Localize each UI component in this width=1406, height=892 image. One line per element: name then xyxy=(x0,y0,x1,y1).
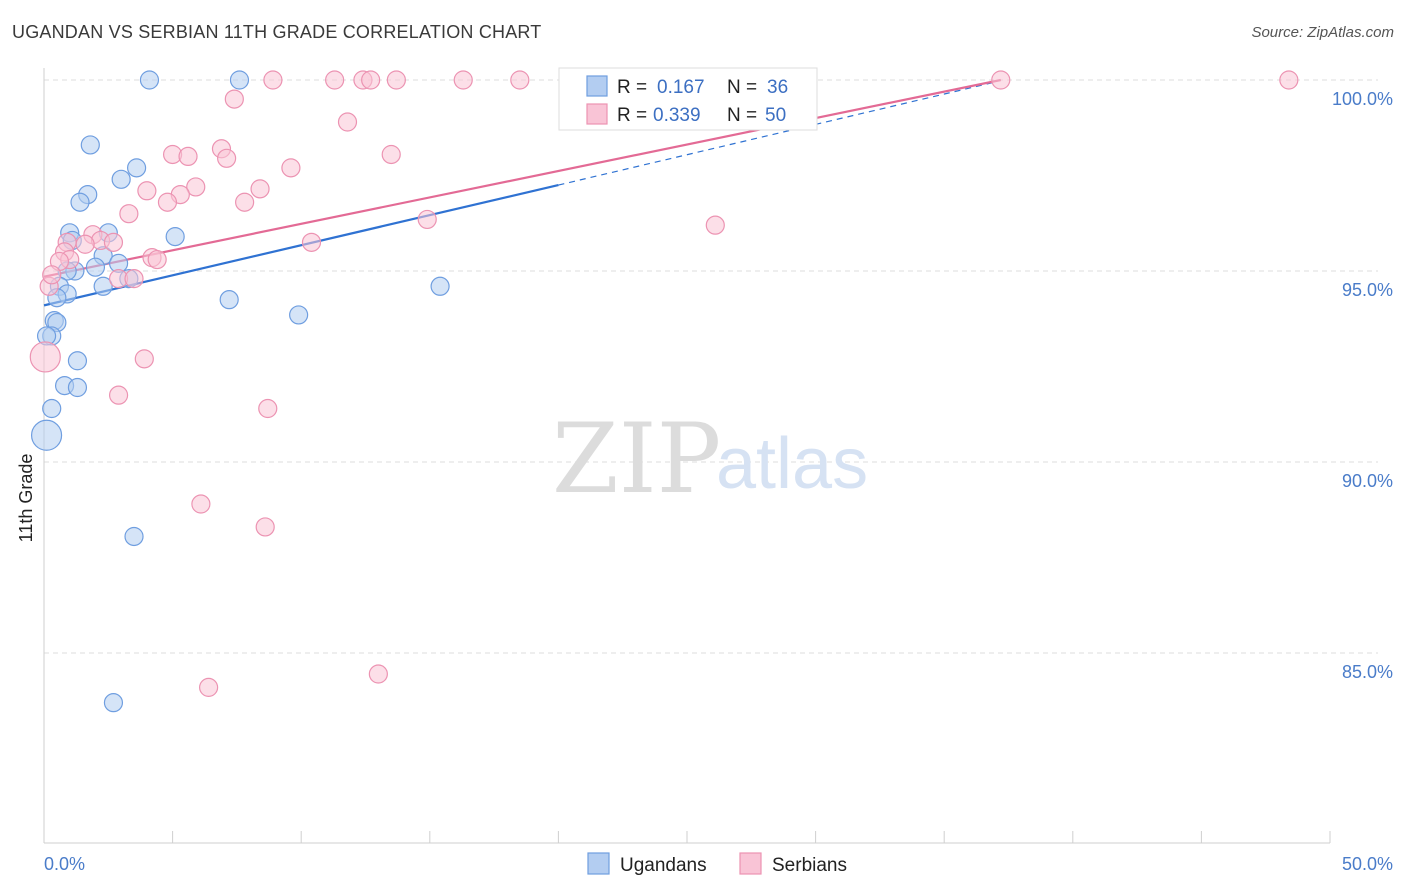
point-serbians xyxy=(337,112,358,132)
x-axis-tick-labels: 0.0% 50.0% xyxy=(44,854,1393,874)
point-serbians xyxy=(417,209,437,230)
point-serbians xyxy=(147,249,167,270)
point-serbians xyxy=(224,89,244,109)
legend-r-ugandans: 0.167 xyxy=(657,77,705,98)
point-ugandans xyxy=(219,290,239,310)
point-serbians xyxy=(705,215,725,235)
point-serbians xyxy=(42,265,62,285)
legend-swatch-serbians xyxy=(739,852,762,875)
y-axis-tick-labels: 100.0% 95.0% 90.0% 85.0% xyxy=(1332,89,1393,682)
axes xyxy=(43,68,1331,844)
point-ugandans xyxy=(30,419,63,451)
point-ugandans xyxy=(165,227,185,247)
point-ugandans xyxy=(80,135,100,155)
legend-n-label: N = xyxy=(727,105,757,126)
legend-swatch-serbians xyxy=(586,103,608,125)
x-tick-label: 50.0% xyxy=(1342,854,1393,874)
point-serbians xyxy=(368,664,388,684)
point-serbians xyxy=(325,70,345,90)
trendline-serbians xyxy=(43,78,1002,278)
legend-item-serbians[interactable]: Serbians xyxy=(739,852,847,876)
legend-label-ugandans: Ugandans xyxy=(620,855,707,876)
y-tick-label: 90.0% xyxy=(1342,471,1393,491)
point-ugandans xyxy=(139,70,160,90)
point-serbians xyxy=(103,232,124,252)
y-tick-label: 95.0% xyxy=(1342,280,1393,300)
legend-r-label: R = xyxy=(617,77,647,98)
point-serbians xyxy=(108,385,129,405)
point-ugandans xyxy=(103,693,124,713)
stats-legend: R = 0.167 N = 36 R = 0.339 N = 50 xyxy=(558,67,818,131)
point-serbians xyxy=(199,677,219,697)
point-serbians xyxy=(250,179,270,199)
chart-title: UGANDAN VS SERBIAN 11TH GRADE CORRELATIO… xyxy=(12,22,542,42)
point-serbians xyxy=(137,181,157,201)
legend-n-serbians: 50 xyxy=(765,105,786,126)
gridlines xyxy=(44,79,1378,654)
point-serbians xyxy=(381,144,401,165)
point-serbians xyxy=(235,192,255,212)
point-serbians xyxy=(178,146,198,166)
legend-n-label: N = xyxy=(727,77,757,98)
legend-swatch-ugandans xyxy=(586,75,608,97)
legend-r-serbians: 0.339 xyxy=(653,105,701,126)
legend-item-ugandans[interactable]: Ugandans xyxy=(587,852,707,876)
point-ugandans xyxy=(124,526,144,547)
point-serbians xyxy=(301,232,322,252)
chart-source: Source: ZipAtlas.com xyxy=(1251,24,1394,41)
point-ugandans xyxy=(67,377,88,398)
point-serbians xyxy=(119,204,139,224)
data-points xyxy=(29,70,1299,713)
point-serbians xyxy=(453,70,473,90)
point-serbians xyxy=(991,70,1011,90)
point-serbians xyxy=(386,70,406,90)
point-ugandans xyxy=(93,276,113,296)
point-serbians xyxy=(186,177,206,197)
point-serbians xyxy=(258,398,278,419)
point-serbians xyxy=(217,148,237,168)
legend-swatch-ugandans xyxy=(587,852,610,875)
y-tick-label: 100.0% xyxy=(1332,89,1393,109)
point-serbians xyxy=(124,269,144,289)
watermark-zip: ZIP xyxy=(552,403,721,515)
trendline-ugandans-extension xyxy=(558,81,996,186)
x-tick-label: 0.0% xyxy=(44,854,85,874)
y-axis-title: 11th Grade xyxy=(16,454,36,543)
point-serbians xyxy=(29,341,61,373)
point-serbians xyxy=(75,234,95,254)
point-ugandans xyxy=(126,158,147,178)
point-ugandans xyxy=(42,398,62,419)
point-serbians xyxy=(191,494,211,514)
watermark-atlas: atlas xyxy=(716,424,868,504)
point-ugandans xyxy=(289,305,309,325)
point-serbians xyxy=(157,192,178,212)
point-serbians xyxy=(361,70,381,90)
point-ugandans xyxy=(70,192,90,212)
y-tick-label: 85.0% xyxy=(1342,662,1393,682)
legend-label-serbians: Serbians xyxy=(772,855,847,876)
point-serbians xyxy=(510,70,530,90)
legend-n-ugandans: 36 xyxy=(767,77,788,98)
legend-r-label: R = xyxy=(617,105,647,126)
series-legend: Ugandans Serbians xyxy=(587,852,847,876)
point-ugandans xyxy=(430,276,450,296)
point-ugandans xyxy=(229,70,250,90)
point-serbians xyxy=(263,70,283,90)
point-ugandans xyxy=(67,351,88,371)
point-ugandans xyxy=(85,257,106,277)
point-serbians xyxy=(281,158,301,178)
watermark: ZIP atlas xyxy=(552,403,868,515)
point-ugandans xyxy=(111,169,131,189)
point-serbians xyxy=(255,517,275,537)
point-serbians xyxy=(134,349,154,369)
point-serbians xyxy=(1279,70,1299,90)
